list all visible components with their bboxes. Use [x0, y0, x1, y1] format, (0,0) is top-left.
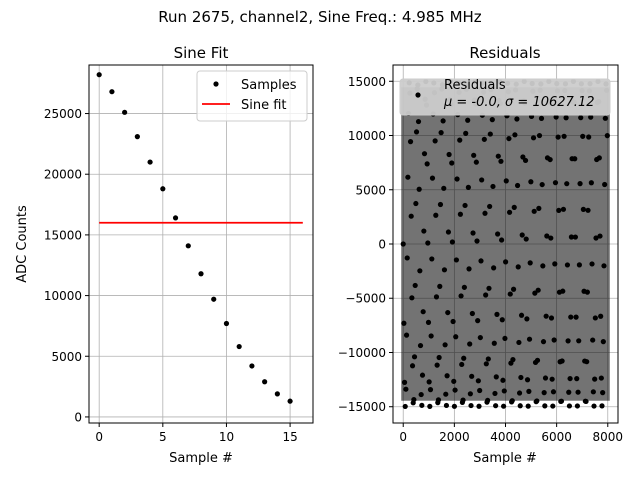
residuals-y-tick-label: 10000: [348, 129, 386, 143]
residuals-point: [591, 403, 597, 409]
sine-fit-point: [274, 391, 280, 397]
residuals-x-tick-label: 0: [399, 430, 407, 444]
residuals-legend: Residuals μ = -0.0, σ = 10627.12: [399, 78, 611, 116]
residuals-y-tick-label: 15000: [348, 75, 386, 89]
residuals-point: [427, 403, 433, 409]
sine-fit-point: [96, 72, 102, 78]
sine-fit-legend: Samples Sine fit: [196, 70, 308, 122]
sine-fit-y-tick-label: 5000: [51, 350, 82, 364]
legend-label-samples: Samples: [241, 78, 297, 93]
residuals-point: [493, 403, 499, 409]
sine-fit-point: [185, 243, 191, 249]
residuals-ticks: 0 2000 4000 6000 8000 −15000 −10000 −5000 0 5000 1…: [338, 75, 623, 444]
sine-fit-point: [249, 363, 255, 369]
residuals-y-tick-label: 5000: [355, 183, 386, 197]
residuals-x-tick-label: 6000: [541, 430, 572, 444]
sine-fit-point: [287, 398, 293, 404]
residuals-point: [443, 402, 450, 409]
sine-fit-x-tick-label: 10: [219, 430, 234, 444]
residuals-point: [542, 403, 548, 409]
sine-fit-point: [223, 320, 230, 327]
sine-fit-axes: 0 5 10 15 0 5000 10000 15000 20000 25000 Sine Fit…: [15, 44, 314, 466]
sine-fit-point: [147, 159, 153, 165]
legend-label-residuals: Residuals: [444, 78, 506, 93]
legend-marker-samples: [213, 81, 219, 87]
sine-fit-x-tick-label: 5: [159, 430, 167, 444]
sine-fit-point: [262, 379, 268, 385]
sine-fit-point: [198, 271, 204, 277]
sine-fit-ylabel: ADC Counts: [15, 205, 30, 283]
legend-label-sine-fit: Sine fit: [241, 98, 287, 113]
sine-fit-plot-area: [96, 72, 303, 404]
residuals-y-tick-label: 0: [378, 238, 386, 252]
residuals-xlabel: Sample #: [473, 451, 537, 466]
sine-fit-x-tick-label: 15: [282, 430, 297, 444]
sine-fit-point: [160, 186, 166, 192]
residuals-y-tick-label: −15000: [338, 400, 386, 414]
residuals-point: [566, 403, 573, 409]
residuals-point: [574, 403, 580, 409]
residuals-point: [525, 403, 531, 409]
sine-fit-y-tick-label: 10000: [44, 289, 82, 303]
residuals-point: [451, 403, 458, 409]
sine-fit-frame: [88, 64, 314, 424]
residuals-axes: 0 2000 4000 6000 8000 −15000 −10000 −5000 0 5000 1…: [338, 44, 623, 466]
figure-suptitle: Run 2675, channel2, Sine Freq.: 4.985 MH…: [158, 8, 482, 26]
residuals-point: [419, 402, 425, 408]
residuals-x-tick-label: 8000: [592, 430, 623, 444]
residuals-x-tick-label: 2000: [439, 430, 470, 444]
residuals-y-tick-label: −10000: [338, 346, 386, 360]
sine-fit-point: [134, 134, 140, 140]
residuals-x-tick-label: 4000: [490, 430, 521, 444]
residuals-point: [402, 403, 408, 410]
residuals-point: [599, 403, 605, 409]
sine-fit-y-tick-label: 20000: [44, 168, 82, 182]
sine-fit-y-tick-label: 25000: [44, 107, 82, 121]
residuals-point: [550, 403, 556, 409]
sine-fit-point: [211, 296, 217, 302]
residuals-point: [476, 403, 482, 409]
residuals-density-band: [401, 87, 610, 401]
sine-fit-title: Sine Fit: [174, 44, 229, 62]
sine-fit-x-tick-label: 0: [95, 430, 103, 444]
residuals-point: [517, 403, 523, 409]
sine-fit-legend-box: [196, 70, 308, 122]
residuals-y-tick-label: −5000: [345, 292, 386, 306]
residuals-point: [468, 402, 474, 409]
residuals-plot-area: [400, 78, 610, 410]
sine-fit-point: [109, 89, 115, 95]
residuals-legend-box: [399, 78, 611, 116]
legend-marker-residuals: [415, 92, 421, 98]
legend-label-residual-stats: μ = -0.0, σ = 10627.12: [443, 95, 594, 110]
residuals-title: Residuals: [469, 44, 540, 62]
sine-fit-ticks: 0 5 10 15 0 5000 10000 15000 20000 25000: [44, 107, 298, 444]
sine-fit-point: [236, 343, 242, 350]
sine-fit-y-tick-label: 15000: [44, 228, 82, 242]
sine-fit-xlabel: Sample #: [169, 451, 233, 466]
sine-fit-point: [122, 109, 128, 115]
residuals-point: [501, 403, 507, 409]
sine-fit-y-tick-label: 0: [74, 410, 82, 424]
sine-fit-point: [172, 215, 179, 221]
